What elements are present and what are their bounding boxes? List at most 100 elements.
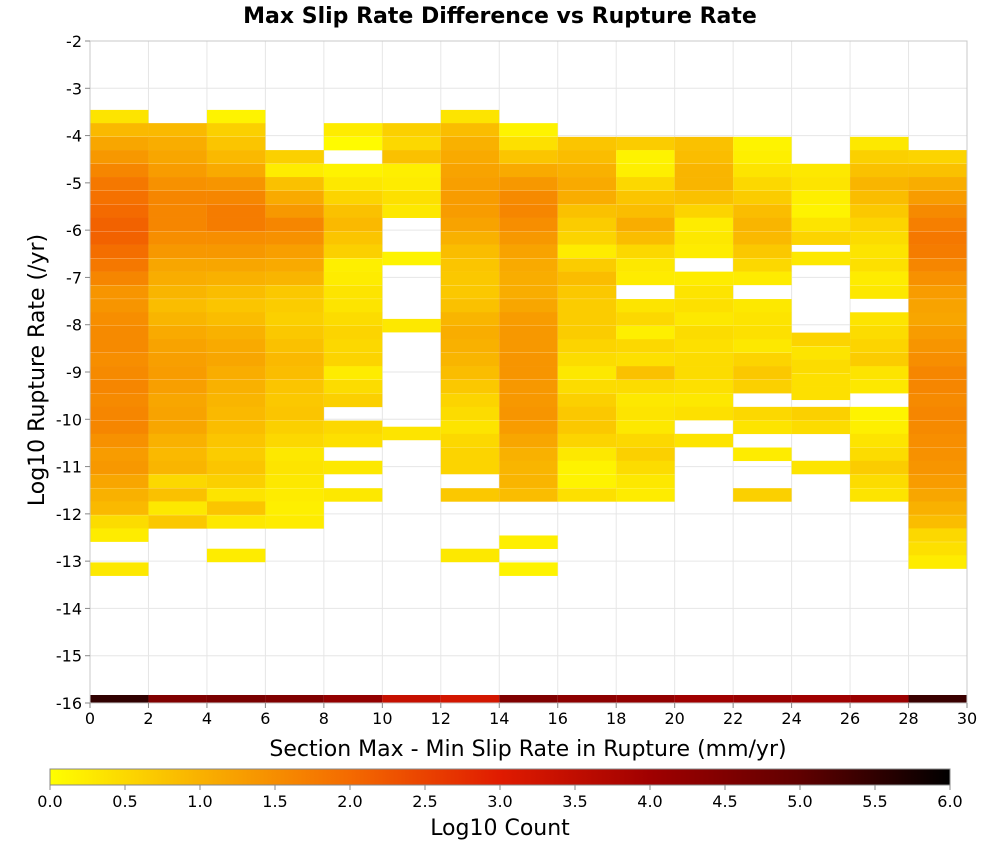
heatmap-cell	[499, 244, 558, 259]
heatmap-cell	[733, 136, 792, 151]
heatmap-cell	[382, 123, 441, 137]
heatmap-cell	[265, 695, 324, 703]
heatmap-cell	[850, 325, 909, 340]
heatmap-cell	[90, 271, 149, 286]
heatmap-cell	[440, 190, 500, 205]
heatmap-cell	[733, 420, 792, 435]
y-tick-label: -2	[66, 32, 82, 51]
y-tick-label: -4	[66, 127, 82, 146]
heatmap-cell	[148, 501, 207, 515]
heatmap-cell	[382, 190, 441, 205]
heatmap-cell	[90, 488, 149, 502]
heatmap-cell	[440, 460, 500, 475]
heatmap-cell	[90, 528, 149, 542]
heatmap-cell	[674, 312, 734, 326]
heatmap-cell	[90, 447, 149, 462]
heatmap-cell	[440, 204, 500, 218]
x-tick-label: 10	[372, 709, 392, 728]
heatmap-cell	[90, 460, 149, 475]
heatmap-cell	[850, 177, 909, 191]
colorbar-tick-label: 5.0	[787, 792, 812, 811]
heatmap-cell	[323, 285, 383, 299]
heatmap-cell	[148, 204, 207, 218]
heatmap-cell	[440, 177, 500, 191]
heatmap-cell	[265, 285, 324, 299]
heatmap-cell	[557, 433, 617, 448]
heatmap-cell	[148, 258, 207, 272]
heatmap-cell	[908, 366, 967, 380]
heatmap-cell	[206, 352, 266, 367]
heatmap-cell	[850, 136, 909, 151]
heatmap-cell	[791, 190, 851, 205]
heatmap-cell	[206, 406, 266, 421]
heatmap-cell	[557, 190, 617, 205]
heatmap-cell	[733, 217, 792, 232]
heatmap-cell	[323, 366, 383, 380]
heatmap-cell	[616, 177, 675, 191]
heatmap-cell	[616, 190, 675, 205]
heatmap-cell	[206, 177, 266, 191]
heatmap-cell	[850, 433, 909, 448]
heatmap-cell	[265, 244, 324, 259]
heatmap-cell	[616, 204, 675, 218]
heatmap-cell	[90, 366, 149, 380]
y-tick-label: -11	[56, 458, 82, 477]
heatmap-cell	[90, 515, 149, 529]
heatmap-cell	[148, 285, 207, 299]
heatmap-cell	[265, 406, 324, 421]
heatmap-cell	[90, 433, 149, 448]
heatmap-cell	[908, 231, 967, 245]
heatmap-cell	[908, 393, 967, 408]
heatmap-cell	[206, 299, 266, 313]
heatmap-cell	[499, 123, 558, 137]
heatmap-cell	[850, 217, 909, 232]
heatmap-cell	[265, 190, 324, 205]
heatmap-cells	[90, 109, 967, 703]
heatmap-cell	[908, 352, 967, 367]
heatmap-cell	[674, 136, 734, 151]
heatmap-cell	[148, 406, 207, 421]
heatmap-cell	[733, 271, 792, 286]
heatmap-cell	[382, 163, 441, 178]
heatmap-cell	[265, 339, 324, 353]
heatmap-cell	[323, 231, 383, 245]
heatmap-cell	[440, 488, 500, 502]
heatmap-cell	[440, 109, 500, 124]
heatmap-cell	[440, 433, 500, 448]
heatmap-cell	[557, 217, 617, 232]
heatmap-cell	[323, 352, 383, 367]
colorbar-tick-label: 0.5	[112, 792, 137, 811]
y-tick-label: -14	[56, 599, 82, 618]
heatmap-cell	[557, 460, 617, 475]
y-axis-ticks: -2 -3 -4 -5 -6 -7 -8 -9 -10 -11 -12 -13 -14 -15 -16	[56, 32, 90, 713]
heatmap-cell	[616, 150, 675, 164]
y-tick-label: -10	[56, 410, 82, 429]
heatmap-cell	[674, 352, 734, 367]
heatmap-cell	[557, 231, 617, 245]
heatmap-cell	[323, 379, 383, 394]
heatmap-cell	[440, 123, 500, 137]
heatmap-cell	[557, 271, 617, 286]
heatmap-cell	[206, 231, 266, 245]
heatmap-cell	[791, 373, 851, 387]
heatmap-cell	[499, 163, 558, 178]
heatmap-cell	[557, 285, 617, 299]
heatmap-cell	[733, 299, 792, 313]
heatmap-cell	[908, 177, 967, 191]
x-tick-label: 18	[606, 709, 626, 728]
heatmap-cell	[323, 123, 383, 137]
heatmap-cell	[90, 123, 149, 137]
heatmap-cell	[440, 352, 500, 367]
heatmap-cell	[90, 312, 149, 326]
heatmap-cell	[499, 285, 558, 299]
x-tick-label: 2	[143, 709, 153, 728]
heatmap-cell	[90, 190, 149, 205]
heatmap-cell	[499, 339, 558, 353]
heatmap-cell	[674, 190, 734, 205]
heatmap-cell	[148, 433, 207, 448]
heatmap-cell	[850, 163, 909, 178]
heatmap-cell	[148, 695, 207, 703]
heatmap-cell	[440, 285, 500, 299]
heatmap-cell	[382, 251, 441, 266]
heatmap-cell	[440, 258, 500, 272]
